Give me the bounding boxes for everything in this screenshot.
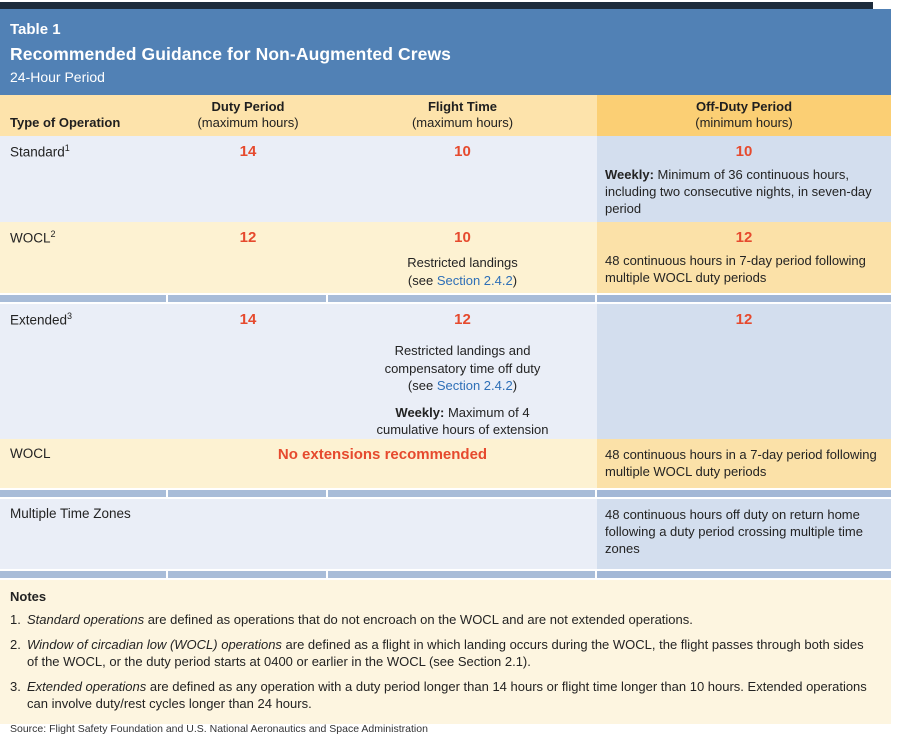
standard-off-duty-value: 10	[735, 143, 753, 160]
table-row-multiple-time-zones: Multiple Time Zones 48 continuous hours …	[0, 499, 891, 569]
note-number: 2.	[10, 636, 21, 652]
weekly-label: Weekly:	[395, 404, 445, 420]
note-text: are defined as a flight in which landing…	[27, 636, 864, 669]
see-section-line: (see Section 2.4.2)	[407, 272, 518, 288]
operation-name: Standard	[10, 144, 65, 160]
wocl-duty-period-value: 12	[168, 222, 328, 293]
wocl-off-duty-cell: 12 48 continuous hours in 7-day period f…	[597, 222, 891, 293]
wocl-extension-off-duty-note: 48 continuous hours in a 7-day period fo…	[605, 447, 877, 480]
table-row-extended: Extended3 14 12 Restricted landings and …	[0, 304, 891, 439]
extended-flight-time-value: 12	[454, 311, 471, 328]
operation-name: WOCL	[10, 446, 51, 461]
column-header-off-duty-period: Off-Duty Period (minimum hours)	[597, 95, 891, 136]
column-title: Off-Duty Period	[695, 98, 793, 114]
table-title: Recommended Guidance for Non-Augmented C…	[10, 44, 451, 64]
standard-flight-time-value: 10	[328, 136, 597, 222]
operation-label: Standard1	[0, 136, 168, 222]
note-lead: Window of circadian low (WOCL) operation…	[27, 636, 282, 652]
table-row-wocl: WOCL2 12 10 Restricted landings (see Sec…	[0, 222, 891, 293]
section-divider	[0, 488, 891, 499]
wocl-extension-off-duty-cell: 48 continuous hours in a 7-day period fo…	[597, 439, 891, 488]
standard-off-duty-note: Weekly: Minimum of 36 continuous hours, …	[605, 166, 883, 217]
mtz-off-duty-cell: 48 continuous hours off duty on return h…	[597, 499, 891, 569]
footnote-marker: 2	[50, 229, 56, 239]
note-text: are defined as any operation with a duty…	[27, 678, 867, 711]
table-row-wocl-extension: WOCL No extensions recommended 48 contin…	[0, 439, 891, 488]
source-line: Source: Flight Safety Foundation and U.S…	[10, 723, 428, 735]
wocl-off-duty-value: 12	[735, 229, 753, 246]
see-section-line: (see Section 2.4.2)	[407, 378, 518, 394]
section-2-4-2-link[interactable]: Section 2.4.2	[436, 272, 513, 288]
note-item-3: 3. Extended operations are defined as an…	[10, 679, 869, 713]
extended-off-duty-value: 12	[735, 311, 753, 328]
extended-flight-time-cell: 12 Restricted landings and compensatory …	[328, 304, 597, 439]
note-number: 1.	[10, 612, 21, 627]
standard-duty-period-value: 14	[168, 136, 328, 222]
table-title-band: Table 1 Recommended Guidance for Non-Aug…	[0, 9, 891, 95]
operation-name: WOCL	[10, 230, 51, 246]
note-lead: Standard operations	[27, 612, 145, 627]
column-subtitle: (minimum hours)	[695, 114, 793, 130]
wocl-flight-time-cell: 10 Restricted landings (see Section 2.4.…	[328, 222, 597, 293]
extended-weekly-note: Weekly: Maximum of 4 cumulative hours of…	[376, 404, 549, 438]
table-subtitle: 24-Hour Period	[10, 69, 105, 85]
column-header-row: Type of Operation Duty Period (maximum h…	[0, 95, 891, 136]
operation-label: Multiple Time Zones	[0, 499, 168, 569]
column-header-duty-period: Duty Period (maximum hours)	[168, 95, 328, 136]
restricted-landings-text: Restricted landings	[407, 255, 518, 270]
column-title: Type of Operation	[10, 114, 121, 130]
operation-name: Multiple Time Zones	[10, 506, 131, 521]
note-number: 3.	[10, 678, 21, 694]
footnote-marker: 1	[64, 143, 70, 153]
wocl-flight-time-value: 10	[454, 229, 471, 246]
note-item-1: 1. Standard operations are defined as op…	[10, 612, 869, 629]
operation-label: WOCL	[0, 439, 168, 488]
footnote-marker: 3	[67, 311, 73, 321]
column-subtitle: (maximum hours)	[197, 114, 299, 130]
section-2-4-2-link[interactable]: Section 2.4.2	[436, 378, 513, 394]
table-label: Table 1	[10, 21, 61, 38]
weekly-text: Minimum of 36 continuous hours, includin…	[605, 167, 872, 217]
extended-flight-time-note: Restricted landings and compensatory tim…	[328, 342, 597, 395]
section-divider	[0, 293, 891, 304]
extended-off-duty-cell: 12	[597, 304, 891, 439]
wocl-off-duty-note: 48 continuous hours in 7-day period foll…	[605, 253, 866, 286]
notes-section: Notes 1. Standard operations are defined…	[0, 580, 891, 735]
no-extensions-note: No extensions recommended	[168, 439, 597, 488]
note-text: are defined as operations that do not en…	[144, 612, 693, 627]
operation-label: WOCL2	[0, 222, 168, 293]
note-item-2: 2. Window of circadian low (WOCL) operat…	[10, 637, 869, 671]
note-lead: Extended operations	[27, 678, 147, 694]
standard-off-duty-cell: 10 Weekly: Minimum of 36 continuous hour…	[597, 136, 891, 222]
top-rule	[0, 2, 873, 9]
table-row-standard: Standard1 14 10 10 Weekly: Minimum of 36…	[0, 136, 891, 222]
extended-duty-period-value: 14	[168, 304, 328, 439]
column-subtitle: (maximum hours)	[411, 114, 514, 130]
operation-label: Extended3	[0, 304, 168, 439]
mtz-off-duty-note: 48 continuous hours off duty on return h…	[605, 507, 863, 557]
section-divider	[0, 569, 891, 580]
column-title: Duty Period	[211, 98, 285, 114]
weekly-label: Weekly:	[605, 167, 654, 182]
notes-title: Notes	[10, 589, 47, 604]
column-header-flight-time: Flight Time (maximum hours)	[328, 95, 597, 136]
column-header-type-of-operation: Type of Operation	[0, 95, 168, 136]
column-title: Flight Time	[427, 98, 498, 114]
wocl-flight-time-note: Restricted landings (see Section 2.4.2)	[328, 254, 597, 289]
operation-name: Extended	[10, 312, 68, 328]
